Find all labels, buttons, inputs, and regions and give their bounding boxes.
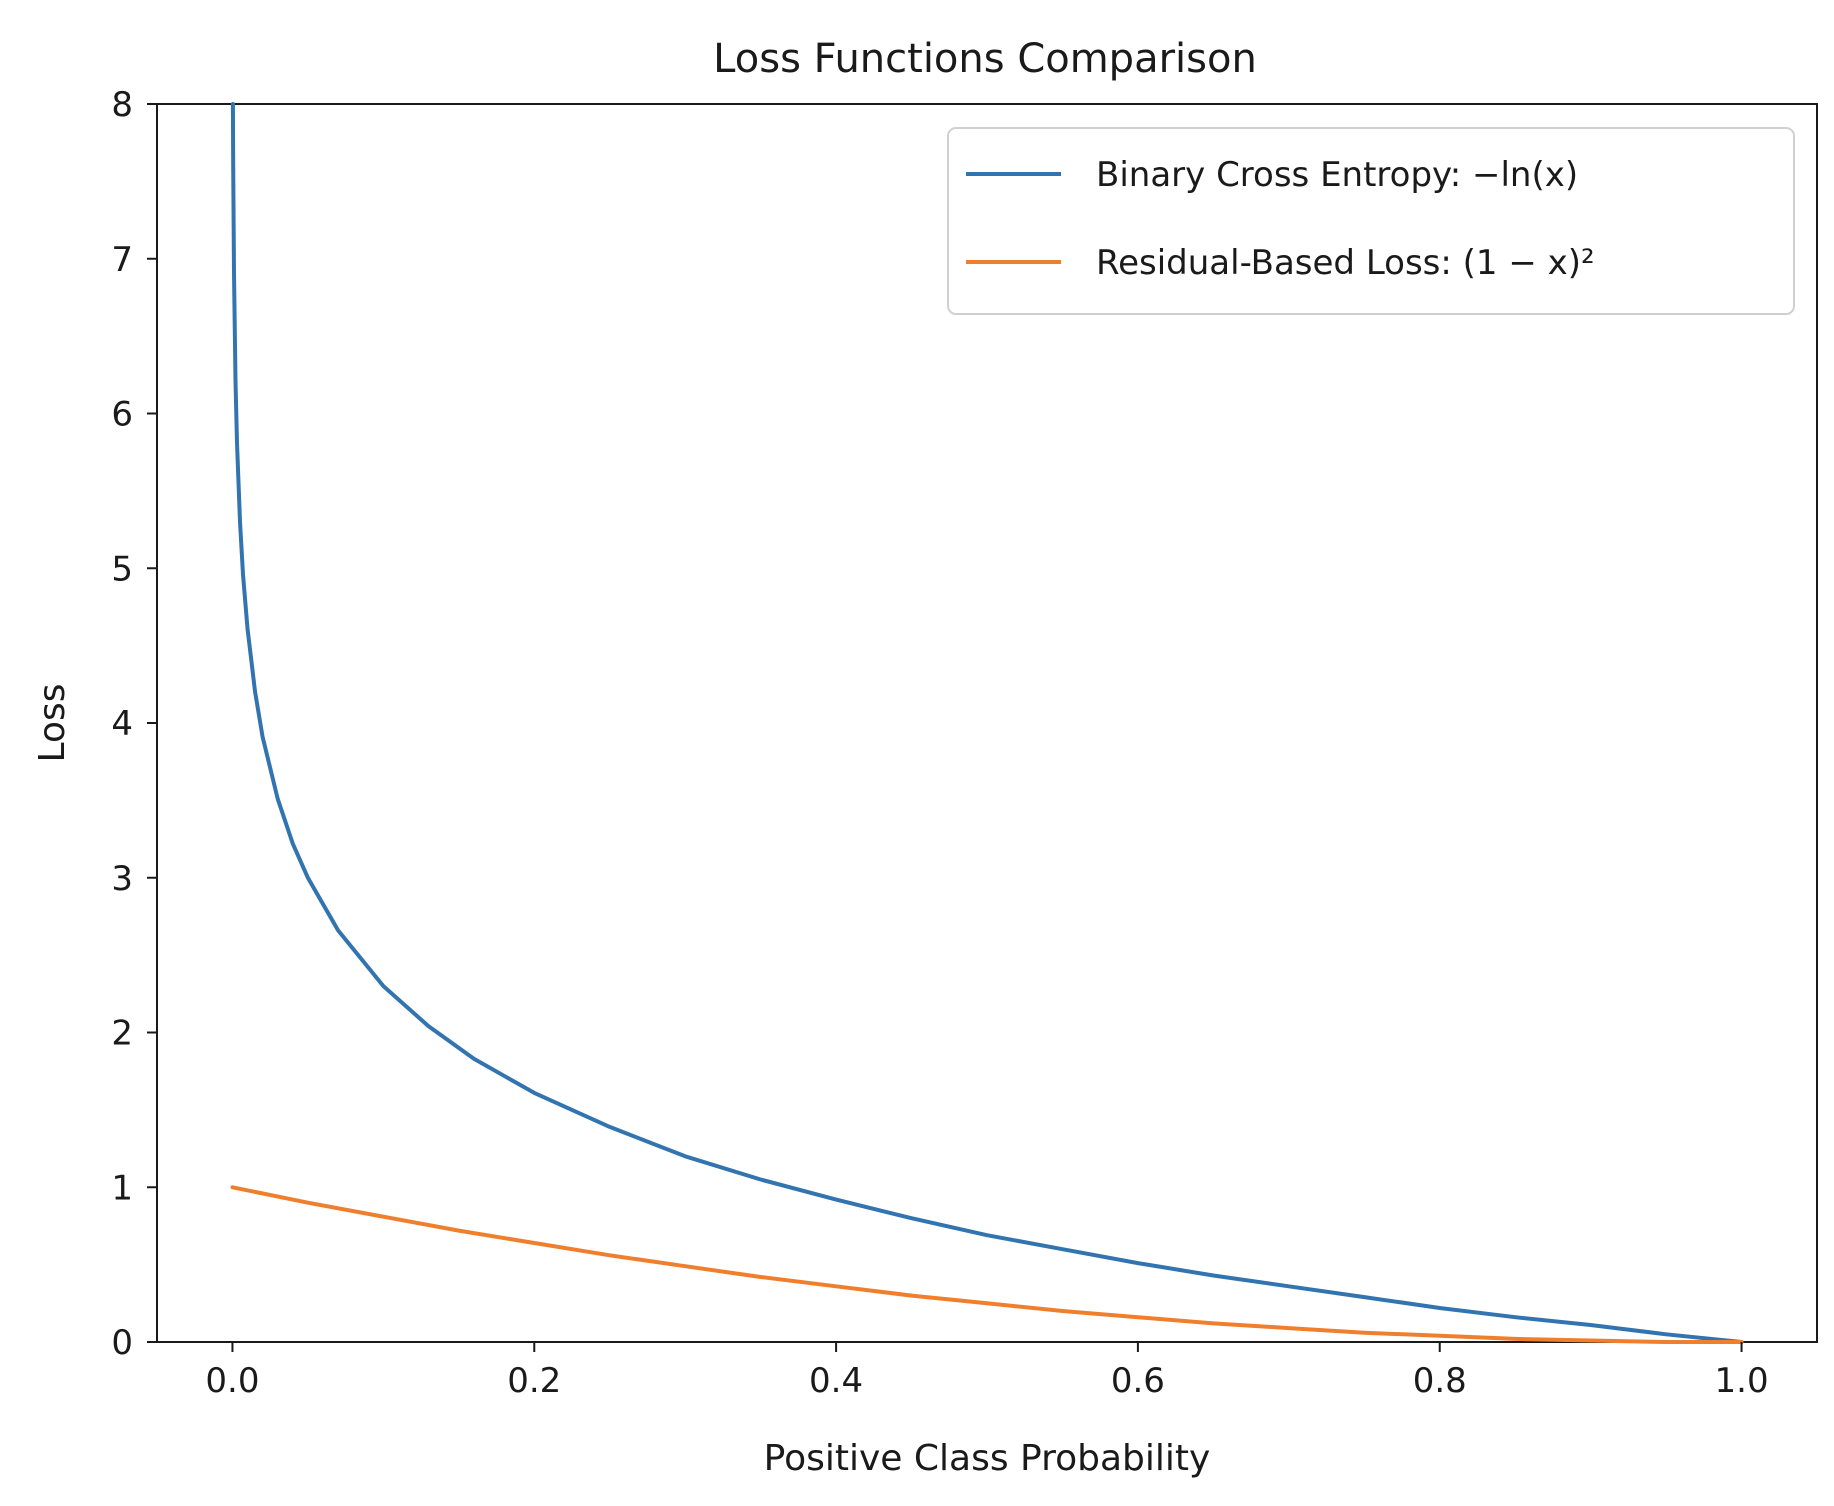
y-tick-label: 6	[111, 395, 133, 435]
y-axis-ticks: 0 1 2 3 4 5 6 7 8	[111, 85, 157, 1363]
legend: Binary Cross Entropy: −ln(x) Residual-Bas…	[947, 127, 1795, 315]
y-tick-label: 5	[111, 549, 133, 589]
y-tick-label: 4	[111, 704, 133, 744]
y-tick-label: 2	[111, 1014, 133, 1054]
legend-box	[947, 127, 1795, 315]
y-tick-label: 0	[111, 1323, 133, 1363]
y-tick-label: 1	[111, 1168, 133, 1208]
series-layer	[230, 102, 1744, 1344]
x-tick-label: 1.0	[1715, 1361, 1769, 1401]
x-tick-label: 0.2	[507, 1361, 561, 1401]
series-line-2	[230, 1185, 1744, 1344]
x-axis-ticks: 0.0 0.2 0.4 0.6 0.8 1.0	[205, 1342, 1769, 1401]
x-tick-label: 0.8	[1413, 1361, 1467, 1401]
x-tick-label: 0.6	[1111, 1361, 1165, 1401]
chart-title: Loss Functions Comparison	[713, 36, 1257, 82]
x-tick-label: 0.0	[205, 1361, 259, 1401]
legend-label-1: Binary Cross Entropy: −ln(x)	[1096, 155, 1578, 195]
y-axis-label: Loss	[32, 684, 73, 763]
x-tick-label: 0.4	[809, 1361, 863, 1401]
legend-label-2: Residual-Based Loss: (1 − x)²	[1096, 243, 1595, 283]
y-tick-label: 3	[111, 859, 133, 899]
y-tick-label: 8	[111, 85, 133, 125]
y-tick-label: 7	[111, 240, 133, 280]
legend-entries: Binary Cross Entropy: −ln(x) Residual-Bas…	[966, 155, 1595, 283]
x-axis-label: Positive Class Probability	[764, 1438, 1211, 1479]
series-line-1	[230, 102, 1744, 1344]
